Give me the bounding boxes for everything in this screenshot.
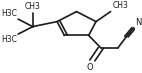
Text: H3C: H3C — [1, 35, 17, 44]
Text: O: O — [87, 63, 93, 72]
Text: CH3: CH3 — [113, 1, 129, 10]
Text: CH3: CH3 — [25, 2, 41, 11]
Text: N: N — [135, 18, 141, 27]
Text: H3C: H3C — [1, 9, 17, 18]
